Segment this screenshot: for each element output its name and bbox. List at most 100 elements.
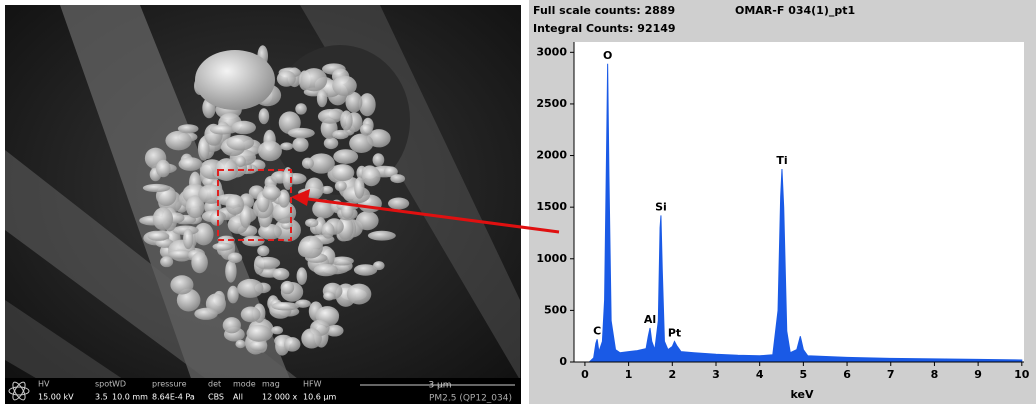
particle xyxy=(242,235,265,247)
particle xyxy=(334,180,347,192)
particle xyxy=(183,228,194,250)
field-value: 12 000 x xyxy=(262,393,298,402)
particle xyxy=(295,103,307,115)
particle xyxy=(304,177,324,200)
particle xyxy=(361,166,381,187)
info-fields: HV 15.00 kV spot 3.5 WD 10.0 mm pressure 8.64E-… xyxy=(38,380,336,402)
x-tick-label: 4 xyxy=(756,368,764,381)
particle xyxy=(298,235,323,259)
particle xyxy=(239,205,252,228)
x-tick-label: 6 xyxy=(843,368,851,381)
x-tick-label: 3 xyxy=(712,368,720,381)
particle xyxy=(355,211,379,231)
y-tick-label: 3000 xyxy=(536,45,567,58)
particle xyxy=(152,207,174,231)
particle xyxy=(280,142,294,151)
particle xyxy=(168,249,193,259)
particle xyxy=(212,242,234,251)
particle xyxy=(240,306,261,323)
y-tick-label: 1000 xyxy=(536,252,567,265)
particle xyxy=(292,137,309,152)
particle xyxy=(231,120,256,135)
particle xyxy=(254,256,281,270)
particle xyxy=(262,185,281,200)
particle xyxy=(271,302,300,311)
particle xyxy=(296,267,308,285)
particle xyxy=(301,157,314,169)
x-tick-label: 9 xyxy=(974,368,982,381)
selection-box xyxy=(217,169,292,241)
scale-label: 3 µm xyxy=(428,381,451,391)
particle xyxy=(227,252,243,264)
particle xyxy=(147,231,170,241)
y-tick-label: 2000 xyxy=(536,149,567,162)
particle xyxy=(316,89,328,108)
particle xyxy=(160,256,174,268)
particle xyxy=(258,223,282,240)
info-bar xyxy=(5,378,521,404)
particle xyxy=(325,324,344,337)
particle xyxy=(142,183,171,193)
particle xyxy=(284,337,301,352)
field-value: 8.64E-4 Pa xyxy=(152,393,195,402)
particle xyxy=(225,194,245,215)
field-label: WD xyxy=(112,380,126,389)
field-value: 15.00 kV xyxy=(38,393,74,402)
peak-label: O xyxy=(603,49,612,62)
particle xyxy=(354,177,365,199)
field-label: HFW xyxy=(303,380,322,389)
particle xyxy=(276,70,296,87)
particle xyxy=(237,278,264,298)
peak-label: Pt xyxy=(668,326,681,339)
particle xyxy=(209,124,236,135)
field-label: mag xyxy=(262,380,280,389)
particle xyxy=(280,280,295,295)
particle xyxy=(332,129,349,140)
particle xyxy=(193,222,214,246)
particle xyxy=(271,326,284,335)
x-tick-label: 10 xyxy=(1014,368,1030,381)
x-tick-label: 7 xyxy=(887,368,895,381)
particle xyxy=(222,317,241,334)
particle xyxy=(358,93,376,117)
sample-label: PM2.5 (QP12_034) xyxy=(429,394,512,404)
particle xyxy=(258,140,282,162)
particle xyxy=(272,268,290,281)
peak-label: Al xyxy=(644,313,656,326)
x-axis-label: keV xyxy=(791,388,814,401)
particle xyxy=(333,149,359,164)
particle xyxy=(185,195,205,219)
particle xyxy=(155,159,171,178)
particle xyxy=(235,155,246,168)
particle xyxy=(317,109,343,124)
field-label: det xyxy=(208,380,221,389)
particle xyxy=(195,50,275,110)
x-tick-label: 5 xyxy=(800,368,808,381)
particle xyxy=(225,259,237,283)
particle xyxy=(258,108,270,125)
field-label: HV xyxy=(38,380,50,389)
particle xyxy=(323,137,339,150)
particle xyxy=(312,199,335,219)
particle xyxy=(300,68,328,92)
x-tick-label: 2 xyxy=(668,368,676,381)
particle xyxy=(210,210,225,226)
y-tick-label: 2500 xyxy=(536,97,567,110)
field-label: pressure xyxy=(152,380,187,389)
particle xyxy=(178,157,203,171)
particle xyxy=(249,340,268,352)
particle xyxy=(330,256,354,266)
field-label: spot xyxy=(95,380,112,389)
particle xyxy=(313,263,338,277)
particle xyxy=(345,91,363,113)
particle xyxy=(165,130,192,151)
particle xyxy=(367,230,396,241)
y-tick-label: 0 xyxy=(559,355,567,368)
particle xyxy=(177,124,199,134)
peak-label: Ti xyxy=(776,154,787,167)
plot-area xyxy=(574,42,1024,362)
particle xyxy=(321,222,335,239)
particle xyxy=(301,328,322,349)
spectrum xyxy=(588,63,1023,363)
